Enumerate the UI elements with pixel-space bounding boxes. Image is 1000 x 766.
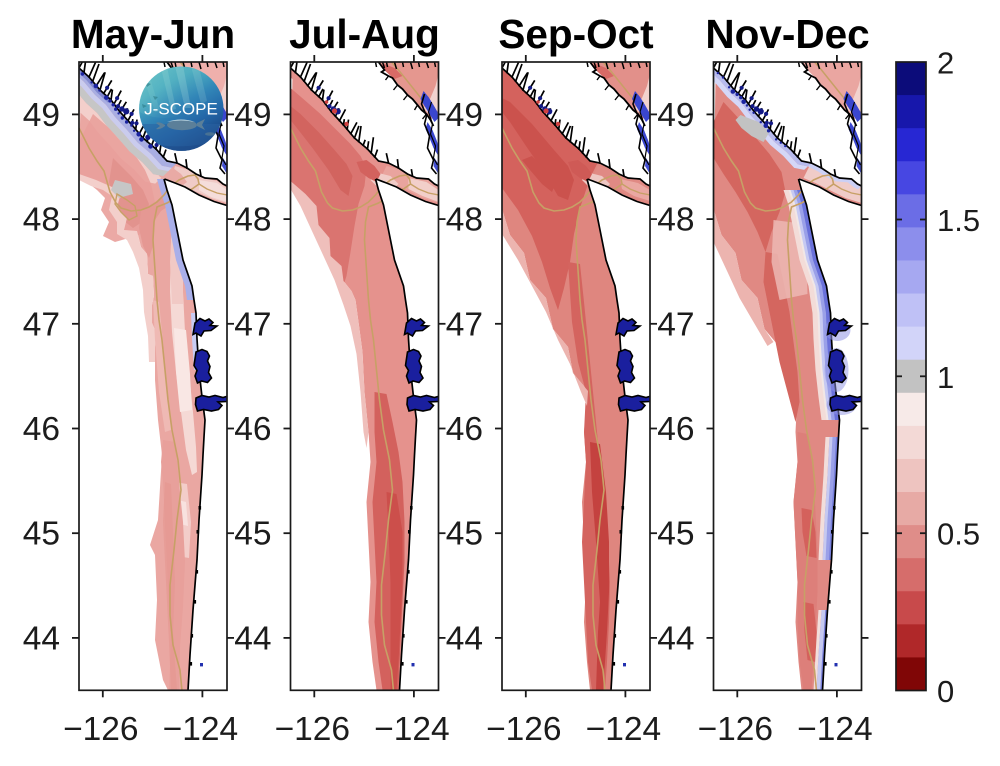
- svg-text:−126: −126: [698, 711, 773, 748]
- svg-text:0: 0: [937, 674, 954, 709]
- svg-text:45: 45: [234, 516, 271, 553]
- svg-text:45: 45: [23, 516, 60, 553]
- svg-text:−124: −124: [586, 711, 661, 748]
- svg-text:47: 47: [23, 306, 60, 343]
- svg-text:−124: −124: [797, 711, 872, 748]
- svg-text:46: 46: [446, 411, 483, 448]
- svg-text:49: 49: [446, 97, 483, 134]
- svg-text:49: 49: [657, 97, 694, 134]
- svg-text:−126: −126: [63, 711, 138, 748]
- svg-text:−124: −124: [163, 711, 238, 748]
- svg-text:44: 44: [657, 620, 694, 657]
- svg-text:45: 45: [446, 516, 483, 553]
- svg-text:46: 46: [657, 411, 694, 448]
- svg-text:47: 47: [234, 306, 271, 343]
- svg-text:0.5: 0.5: [937, 517, 980, 552]
- svg-text:−126: −126: [275, 711, 350, 748]
- svg-text:44: 44: [446, 620, 483, 657]
- svg-text:49: 49: [23, 97, 60, 134]
- svg-text:45: 45: [657, 516, 694, 553]
- svg-text:49: 49: [234, 97, 271, 134]
- svg-text:Jul-Aug: Jul-Aug: [289, 11, 440, 57]
- svg-text:1: 1: [937, 360, 954, 395]
- svg-text:44: 44: [234, 620, 271, 657]
- svg-text:48: 48: [23, 202, 60, 239]
- svg-text:46: 46: [23, 411, 60, 448]
- svg-text:47: 47: [446, 306, 483, 343]
- svg-text:2: 2: [937, 46, 954, 81]
- svg-text:44: 44: [23, 620, 60, 657]
- svg-text:−124: −124: [374, 711, 449, 748]
- svg-text:Nov-Dec: Nov-Dec: [705, 11, 869, 57]
- svg-text:May-Jun: May-Jun: [71, 11, 235, 57]
- svg-text:−126: −126: [486, 711, 561, 748]
- svg-text:48: 48: [446, 202, 483, 239]
- svg-text:48: 48: [234, 202, 271, 239]
- svg-text:1.5: 1.5: [937, 203, 980, 238]
- svg-text:47: 47: [657, 306, 694, 343]
- svg-text:48: 48: [657, 202, 694, 239]
- svg-text:Sep-Oct: Sep-Oct: [498, 11, 653, 57]
- svg-text:46: 46: [234, 411, 271, 448]
- svg-text:J-SCOPE: J-SCOPE: [144, 100, 218, 119]
